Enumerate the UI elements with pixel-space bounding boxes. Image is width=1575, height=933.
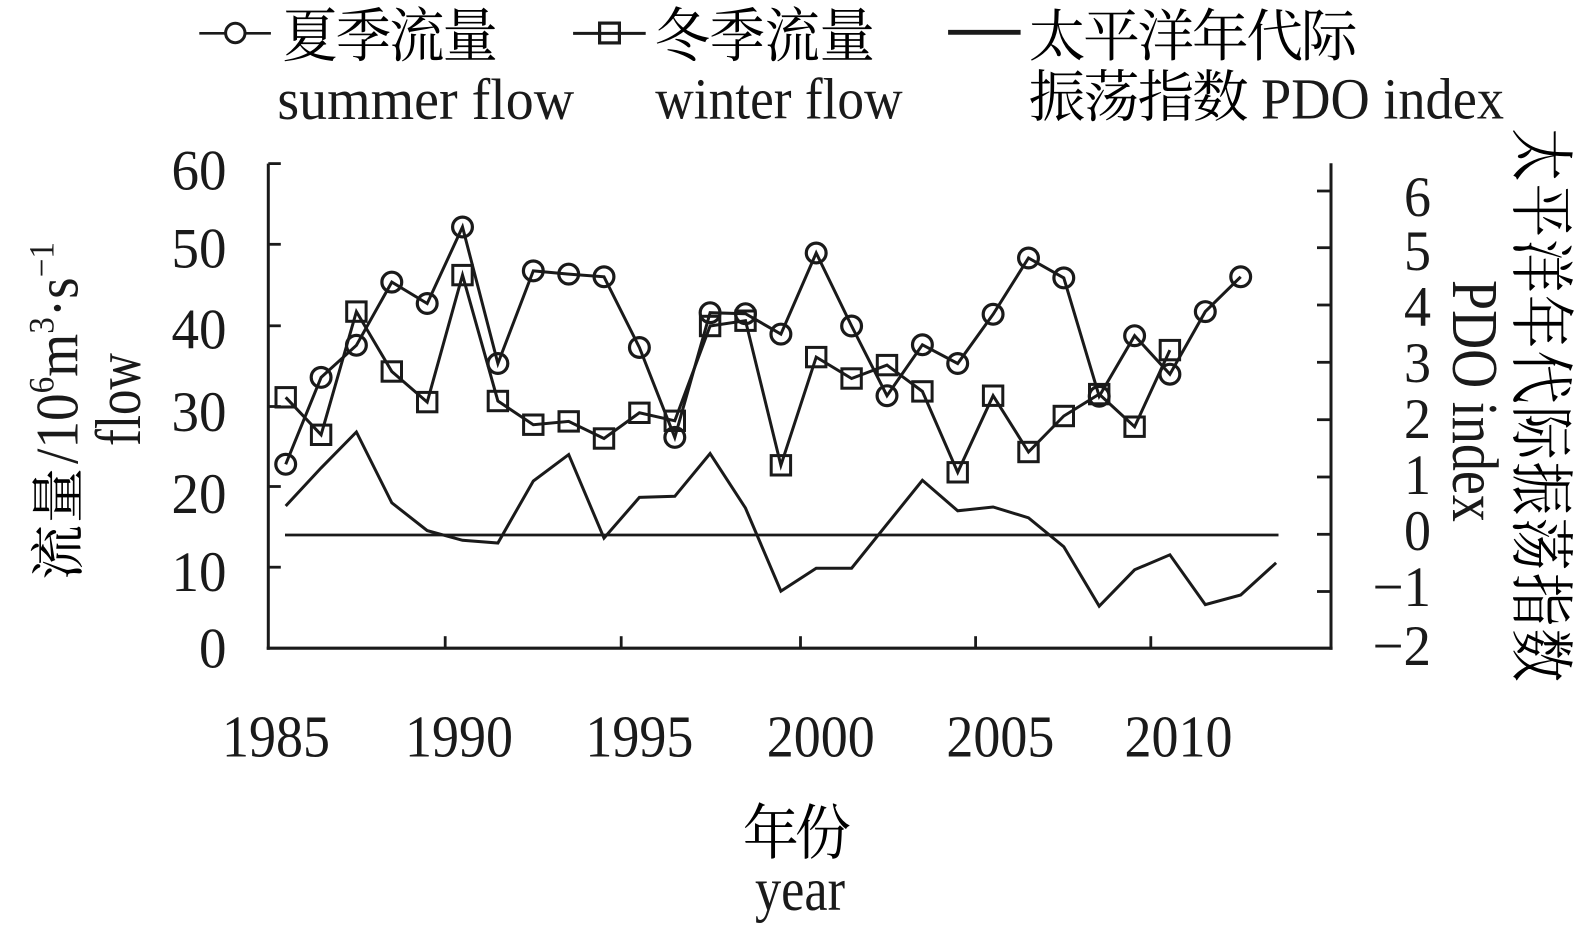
svg-text:30: 30	[172, 381, 227, 444]
svg-text:2: 2	[1404, 388, 1431, 451]
svg-text:1990: 1990	[405, 704, 513, 770]
svg-text:1: 1	[1404, 444, 1431, 507]
svg-text:50: 50	[172, 218, 227, 281]
svg-text:20: 20	[172, 463, 227, 526]
svg-text:40: 40	[172, 299, 227, 362]
svg-text:year: year	[755, 857, 845, 924]
svg-text:/106m3·s−1: /106m3·s−1	[22, 242, 91, 464]
svg-text:0: 0	[1404, 500, 1431, 563]
svg-text:6: 6	[1404, 166, 1431, 229]
svg-text:flow: flow	[83, 353, 154, 446]
svg-text:2005: 2005	[946, 704, 1054, 770]
svg-text:1995: 1995	[585, 704, 693, 770]
svg-text:0: 0	[199, 618, 227, 681]
svg-text:−2: −2	[1373, 615, 1432, 678]
svg-text:2000: 2000	[767, 704, 875, 770]
svg-text:PDO index: PDO index	[1261, 67, 1504, 132]
svg-text:10: 10	[172, 541, 227, 604]
svg-text:summer flow: summer flow	[277, 67, 574, 132]
svg-text:3: 3	[1404, 332, 1431, 395]
svg-text:1985: 1985	[222, 704, 330, 770]
svg-text:5: 5	[1404, 220, 1431, 283]
svg-text:4: 4	[1404, 276, 1431, 339]
svg-text:−1: −1	[1373, 556, 1432, 619]
svg-text:PDO index: PDO index	[1438, 280, 1511, 522]
svg-text:2010: 2010	[1125, 704, 1233, 770]
svg-text:winter flow: winter flow	[655, 67, 902, 132]
svg-text:60: 60	[172, 139, 227, 202]
